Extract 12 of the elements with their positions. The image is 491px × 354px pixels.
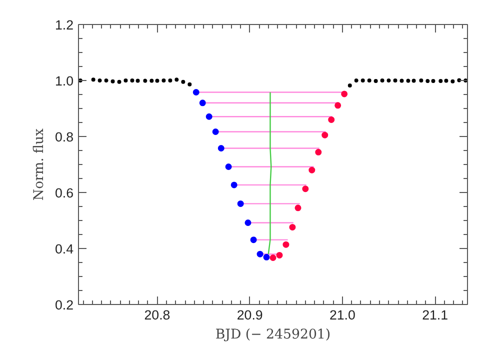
y-tick-label: 0.4	[54, 242, 74, 256]
x-tick-label: 20.9	[236, 308, 263, 322]
x-tick-label: 21.1	[422, 308, 448, 322]
y-axis-title: Norm. flux	[32, 128, 47, 201]
y-tick-label: 0.2	[54, 298, 74, 312]
y-tick-label: 1.0	[54, 74, 74, 88]
y-tick-label: 1.2	[54, 18, 74, 32]
x-tick-label: 21.0	[329, 308, 356, 322]
x-axis-title: BJD (− 2459201)	[215, 328, 331, 342]
y-tick-label: 0.8	[54, 130, 74, 144]
x-tick-label: 20.8	[144, 308, 170, 322]
y-tick-label: 0.6	[54, 186, 74, 200]
